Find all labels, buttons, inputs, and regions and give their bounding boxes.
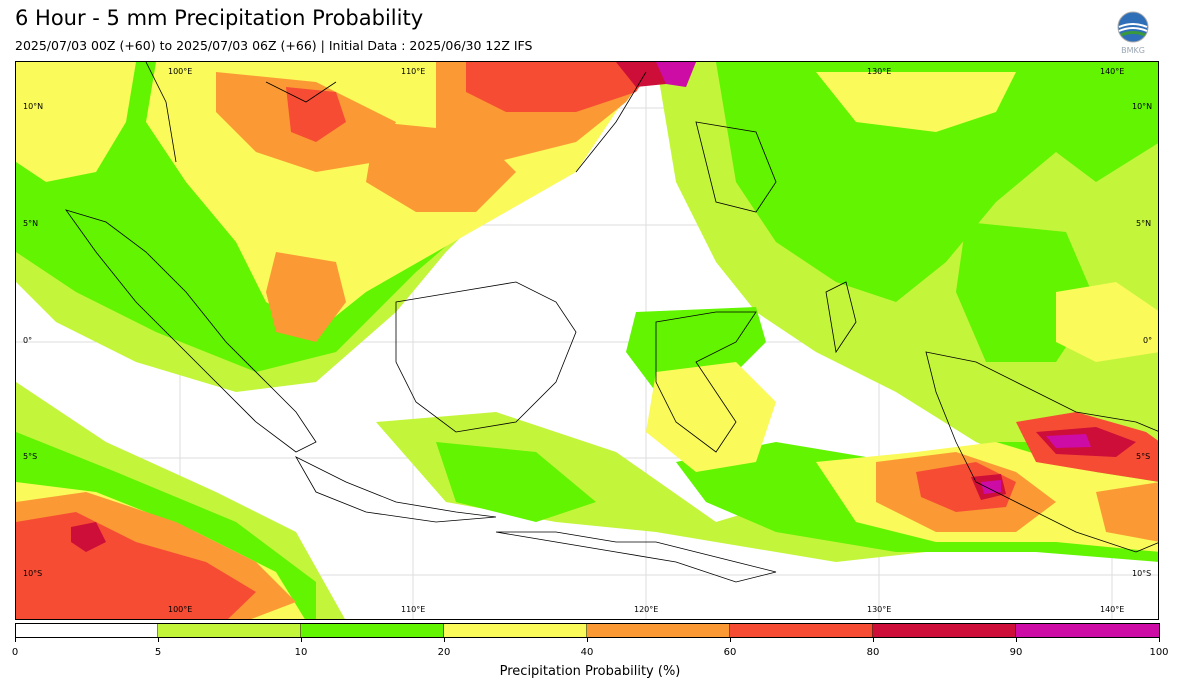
lon-label-bottom: 120°E	[634, 605, 659, 614]
lat-label-left: 10°N	[23, 102, 44, 111]
lon-label-bottom: 140°E	[1100, 605, 1125, 614]
colorbar-tick: 0	[11, 647, 19, 658]
precipitation-map: 100°E 110°E 130°E 140°E 100°E 110°E 120°…	[15, 61, 1159, 620]
colorbar-segment	[16, 624, 159, 637]
chart-title: 6 Hour - 5 mm Precipitation Probability	[15, 6, 424, 30]
lon-label-top: 110°E	[401, 67, 426, 76]
lon-label-bottom: 110°E	[401, 605, 426, 614]
lon-label-bottom: 100°E	[168, 605, 193, 614]
coastlines	[64, 62, 1158, 583]
colorbar-label: Precipitation Probability (%)	[499, 664, 681, 679]
lat-label-left: 5°S	[23, 452, 38, 461]
colorbar-tick: 10	[294, 647, 308, 658]
chart-subtitle: 2025/07/03 00Z (+60) to 2025/07/03 06Z (…	[15, 38, 533, 53]
lat-label-left: 10°S	[23, 569, 43, 578]
lat-label-right: 10°N	[1132, 102, 1153, 111]
lat-label-right: 5°N	[1136, 219, 1152, 228]
colorbar-tick: 5	[154, 647, 162, 658]
colorbar-tick: 60	[723, 647, 737, 658]
lon-label-top: 140°E	[1100, 67, 1125, 76]
colorbar-segment	[587, 624, 731, 637]
lon-label-top: 100°E	[168, 67, 193, 76]
prob-band-90-100	[656, 62, 1091, 494]
colorbar-tick: 100	[1149, 647, 1169, 658]
colorbar-tick: 40	[580, 647, 594, 658]
colorbar-segment	[444, 624, 588, 637]
bmkg-logo-icon: BMKG	[1114, 11, 1152, 55]
colorbar-segment	[873, 624, 1017, 637]
colorbar	[15, 623, 1160, 638]
colorbar-segment	[1016, 624, 1159, 637]
logo-text: BMKG	[1121, 46, 1145, 55]
lat-label-right: 5°S	[1136, 452, 1151, 461]
lat-label-left: 0°	[23, 336, 33, 345]
lon-label-bottom: 130°E	[867, 605, 892, 614]
lat-label-right: 10°S	[1132, 569, 1152, 578]
map-canvas	[16, 62, 1158, 619]
lon-label-top: 130°E	[867, 67, 892, 76]
colorbar-tick: 80	[866, 647, 880, 658]
lat-label-right: 0°	[1143, 336, 1153, 345]
colorbar-tick: 20	[437, 647, 451, 658]
colorbar-segment	[301, 624, 445, 637]
colorbar-segment	[730, 624, 874, 637]
colorbar-tick: 90	[1009, 647, 1023, 658]
lat-label-left: 5°N	[23, 219, 39, 228]
colorbar-segment	[158, 624, 302, 637]
